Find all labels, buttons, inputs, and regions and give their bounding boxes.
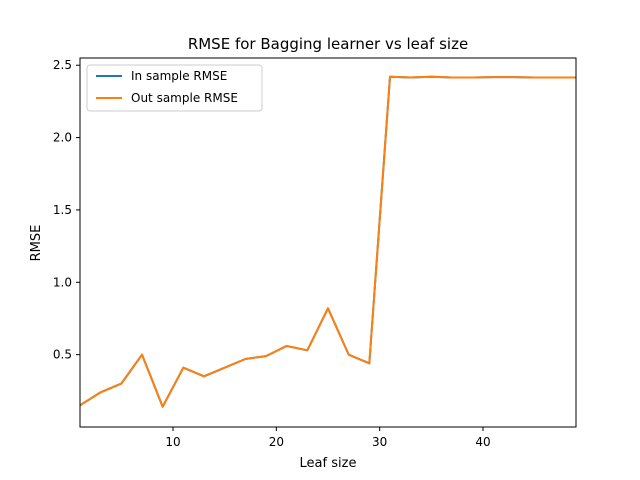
plot-area: [79, 75, 576, 408]
y-tick-label: 1.5: [53, 203, 72, 217]
x-axis-label: Leaf size: [300, 456, 357, 471]
x-tick-label: 40: [475, 435, 490, 449]
x-tick-label: 10: [165, 435, 180, 449]
x-axis: 10 20 30 40: [165, 427, 491, 449]
legend: In sample RMSE Out sample RMSE: [86, 64, 263, 112]
legend-label-in-sample: In sample RMSE: [131, 69, 227, 83]
y-tick-label: 1.0: [53, 275, 72, 289]
y-axis-label: RMSE: [29, 225, 44, 262]
legend-box: [86, 64, 263, 112]
x-tick-label: 20: [269, 435, 284, 449]
legend-label-out-sample: Out sample RMSE: [131, 91, 238, 105]
y-axis: 0.5 1.0 1.5 2.0 2.5: [53, 58, 80, 362]
chart-title: RMSE for Bagging learner vs leaf size: [188, 35, 468, 53]
plot-frame: [79, 57, 577, 428]
y-tick-label: 2.0: [53, 131, 72, 145]
x-tick-label: 30: [372, 435, 387, 449]
y-tick-label: 0.5: [53, 348, 72, 362]
series-line-out-sample: [79, 75, 576, 408]
y-tick-label: 2.5: [53, 58, 72, 72]
